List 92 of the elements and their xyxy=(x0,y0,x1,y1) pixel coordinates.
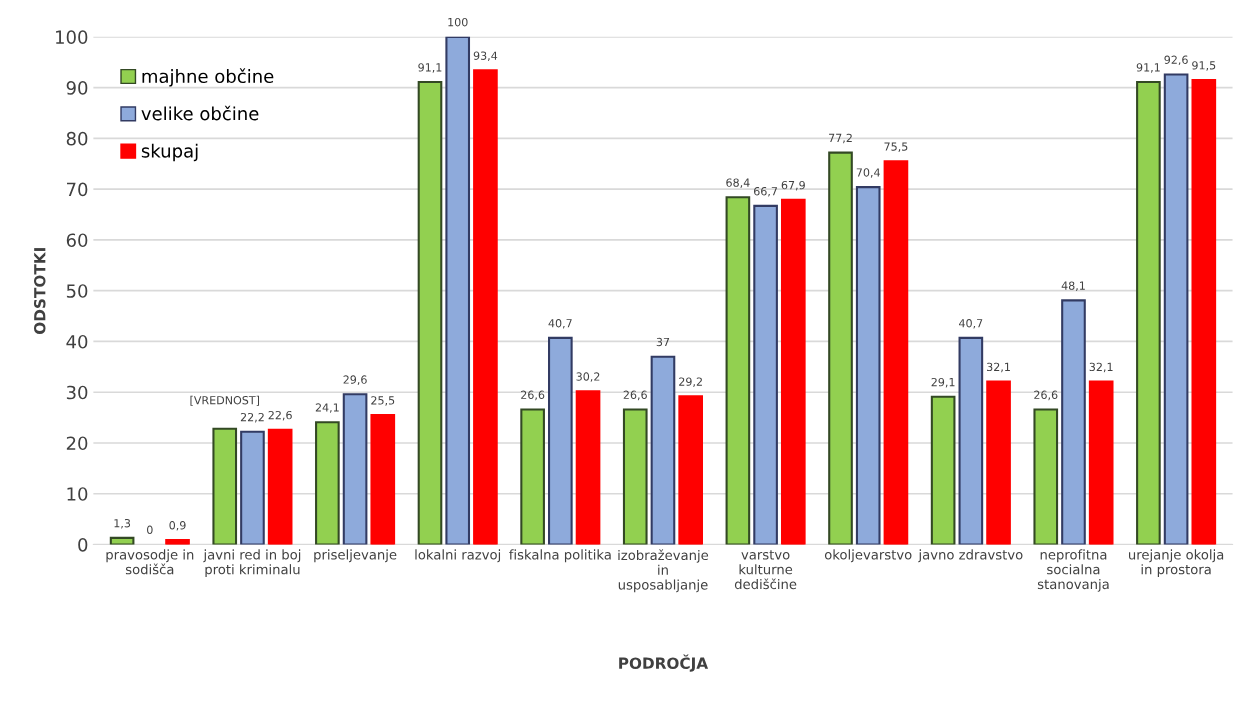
data-label: 48,1 xyxy=(1061,281,1085,291)
bar xyxy=(1088,380,1114,545)
x-axis-title: PODROČJA xyxy=(619,654,709,672)
x-tick-label: izobraževanje in usposabljanje xyxy=(618,549,709,593)
bar xyxy=(520,408,545,545)
data-label: 40,7 xyxy=(959,319,983,329)
y-tick-label: 50 xyxy=(66,284,88,298)
data-label: 37 xyxy=(656,337,670,347)
data-label: 24,1 xyxy=(315,403,339,413)
bar xyxy=(1033,408,1059,545)
data-label: [VREDNOST] xyxy=(190,395,260,406)
y-tick-label: 0 xyxy=(78,537,88,552)
data-label: 68,4 xyxy=(726,178,750,188)
x-tick-label: javno zdravstvo xyxy=(918,549,1023,563)
data-label: 30,2 xyxy=(576,372,600,382)
data-label: 75,5 xyxy=(884,142,908,152)
data-label: 1,3 xyxy=(114,519,131,529)
bar xyxy=(1191,78,1217,545)
y-tick-label: 100 xyxy=(56,30,88,44)
y-axis-title: ODSTOTKI xyxy=(33,248,46,334)
data-label: 32,1 xyxy=(987,362,1010,373)
data-label: 25,5 xyxy=(371,396,395,406)
bar xyxy=(575,390,601,545)
data-label: 29,6 xyxy=(343,375,367,385)
x-tick-label: varstvo kulturne dediščine xyxy=(734,550,797,590)
x-tick-label: fiskalna politika xyxy=(509,549,611,563)
bar xyxy=(986,380,1011,545)
x-tick-label: okoljevarstvo xyxy=(824,549,912,563)
bar xyxy=(548,336,573,545)
y-tick-label: 10 xyxy=(67,487,88,501)
bar xyxy=(473,69,498,545)
data-label: 0 xyxy=(147,525,153,535)
x-tick-label: neprofitna socialna stanovanja xyxy=(1037,549,1109,592)
bar xyxy=(622,408,648,545)
legend-label: skupaj xyxy=(141,143,198,162)
bar xyxy=(828,151,853,545)
y-tick-label: 60 xyxy=(66,233,88,248)
legend-label: majhne občine xyxy=(142,68,274,87)
data-label: 77,2 xyxy=(829,133,852,144)
bar xyxy=(883,160,909,545)
bar xyxy=(725,196,751,545)
data-label: 26,6 xyxy=(521,390,545,401)
bar xyxy=(753,204,778,545)
bar xyxy=(445,36,471,545)
data-label: 93,4 xyxy=(473,51,498,62)
data-label: 91,1 xyxy=(1136,63,1160,73)
bar xyxy=(1061,299,1086,545)
bar xyxy=(678,395,703,545)
data-label: 22,2 xyxy=(240,412,264,423)
data-label: 91,5 xyxy=(1192,61,1216,71)
data-label: 40,7 xyxy=(548,319,572,329)
data-label: 32,1 xyxy=(1089,362,1113,373)
x-tick-label: pravosodje in sodišča xyxy=(106,549,194,575)
data-label: 91,1 xyxy=(418,63,442,73)
y-tick-label: 90 xyxy=(66,81,88,95)
data-label: 0,9 xyxy=(169,521,186,531)
data-label: 92,6 xyxy=(1164,55,1188,66)
x-tick-label: urejanje okolja in prostora xyxy=(1129,549,1224,577)
bar xyxy=(109,536,135,545)
x-tick-label: priseljevanje xyxy=(314,549,397,563)
bar xyxy=(315,421,340,545)
data-label: 67,9 xyxy=(781,180,805,191)
x-tick-label: lokalni razvoj xyxy=(415,549,501,563)
bar xyxy=(650,355,676,545)
bar xyxy=(855,186,881,545)
legend-label: velike občine xyxy=(141,105,259,121)
bar xyxy=(342,393,368,545)
bar xyxy=(240,430,265,545)
data-label: 26,6 xyxy=(1034,390,1058,401)
bar xyxy=(958,336,984,545)
bar xyxy=(1163,73,1189,545)
y-tick-label: 40 xyxy=(66,334,88,349)
y-tick-label: 80 xyxy=(66,131,88,146)
x-tick-label: javni red in boj proti kriminalu xyxy=(203,549,301,577)
bar xyxy=(780,198,806,545)
data-label: 29,1 xyxy=(931,377,955,388)
data-label: 22,6 xyxy=(268,410,292,421)
bar xyxy=(212,427,238,545)
bar xyxy=(370,414,396,545)
y-tick-label: 20 xyxy=(66,436,88,451)
data-label: 70,4 xyxy=(856,168,880,178)
bar xyxy=(165,538,190,545)
data-label: 66,7 xyxy=(754,187,778,197)
y-tick-label: 70 xyxy=(67,182,88,197)
bar xyxy=(417,81,443,545)
bar xyxy=(930,395,956,545)
data-label: 26,6 xyxy=(623,390,647,401)
y-tick-label: 30 xyxy=(66,385,88,400)
bar xyxy=(1136,81,1161,545)
data-label: 100 xyxy=(448,17,468,27)
bar xyxy=(267,428,293,545)
data-label: 29,2 xyxy=(679,377,702,387)
